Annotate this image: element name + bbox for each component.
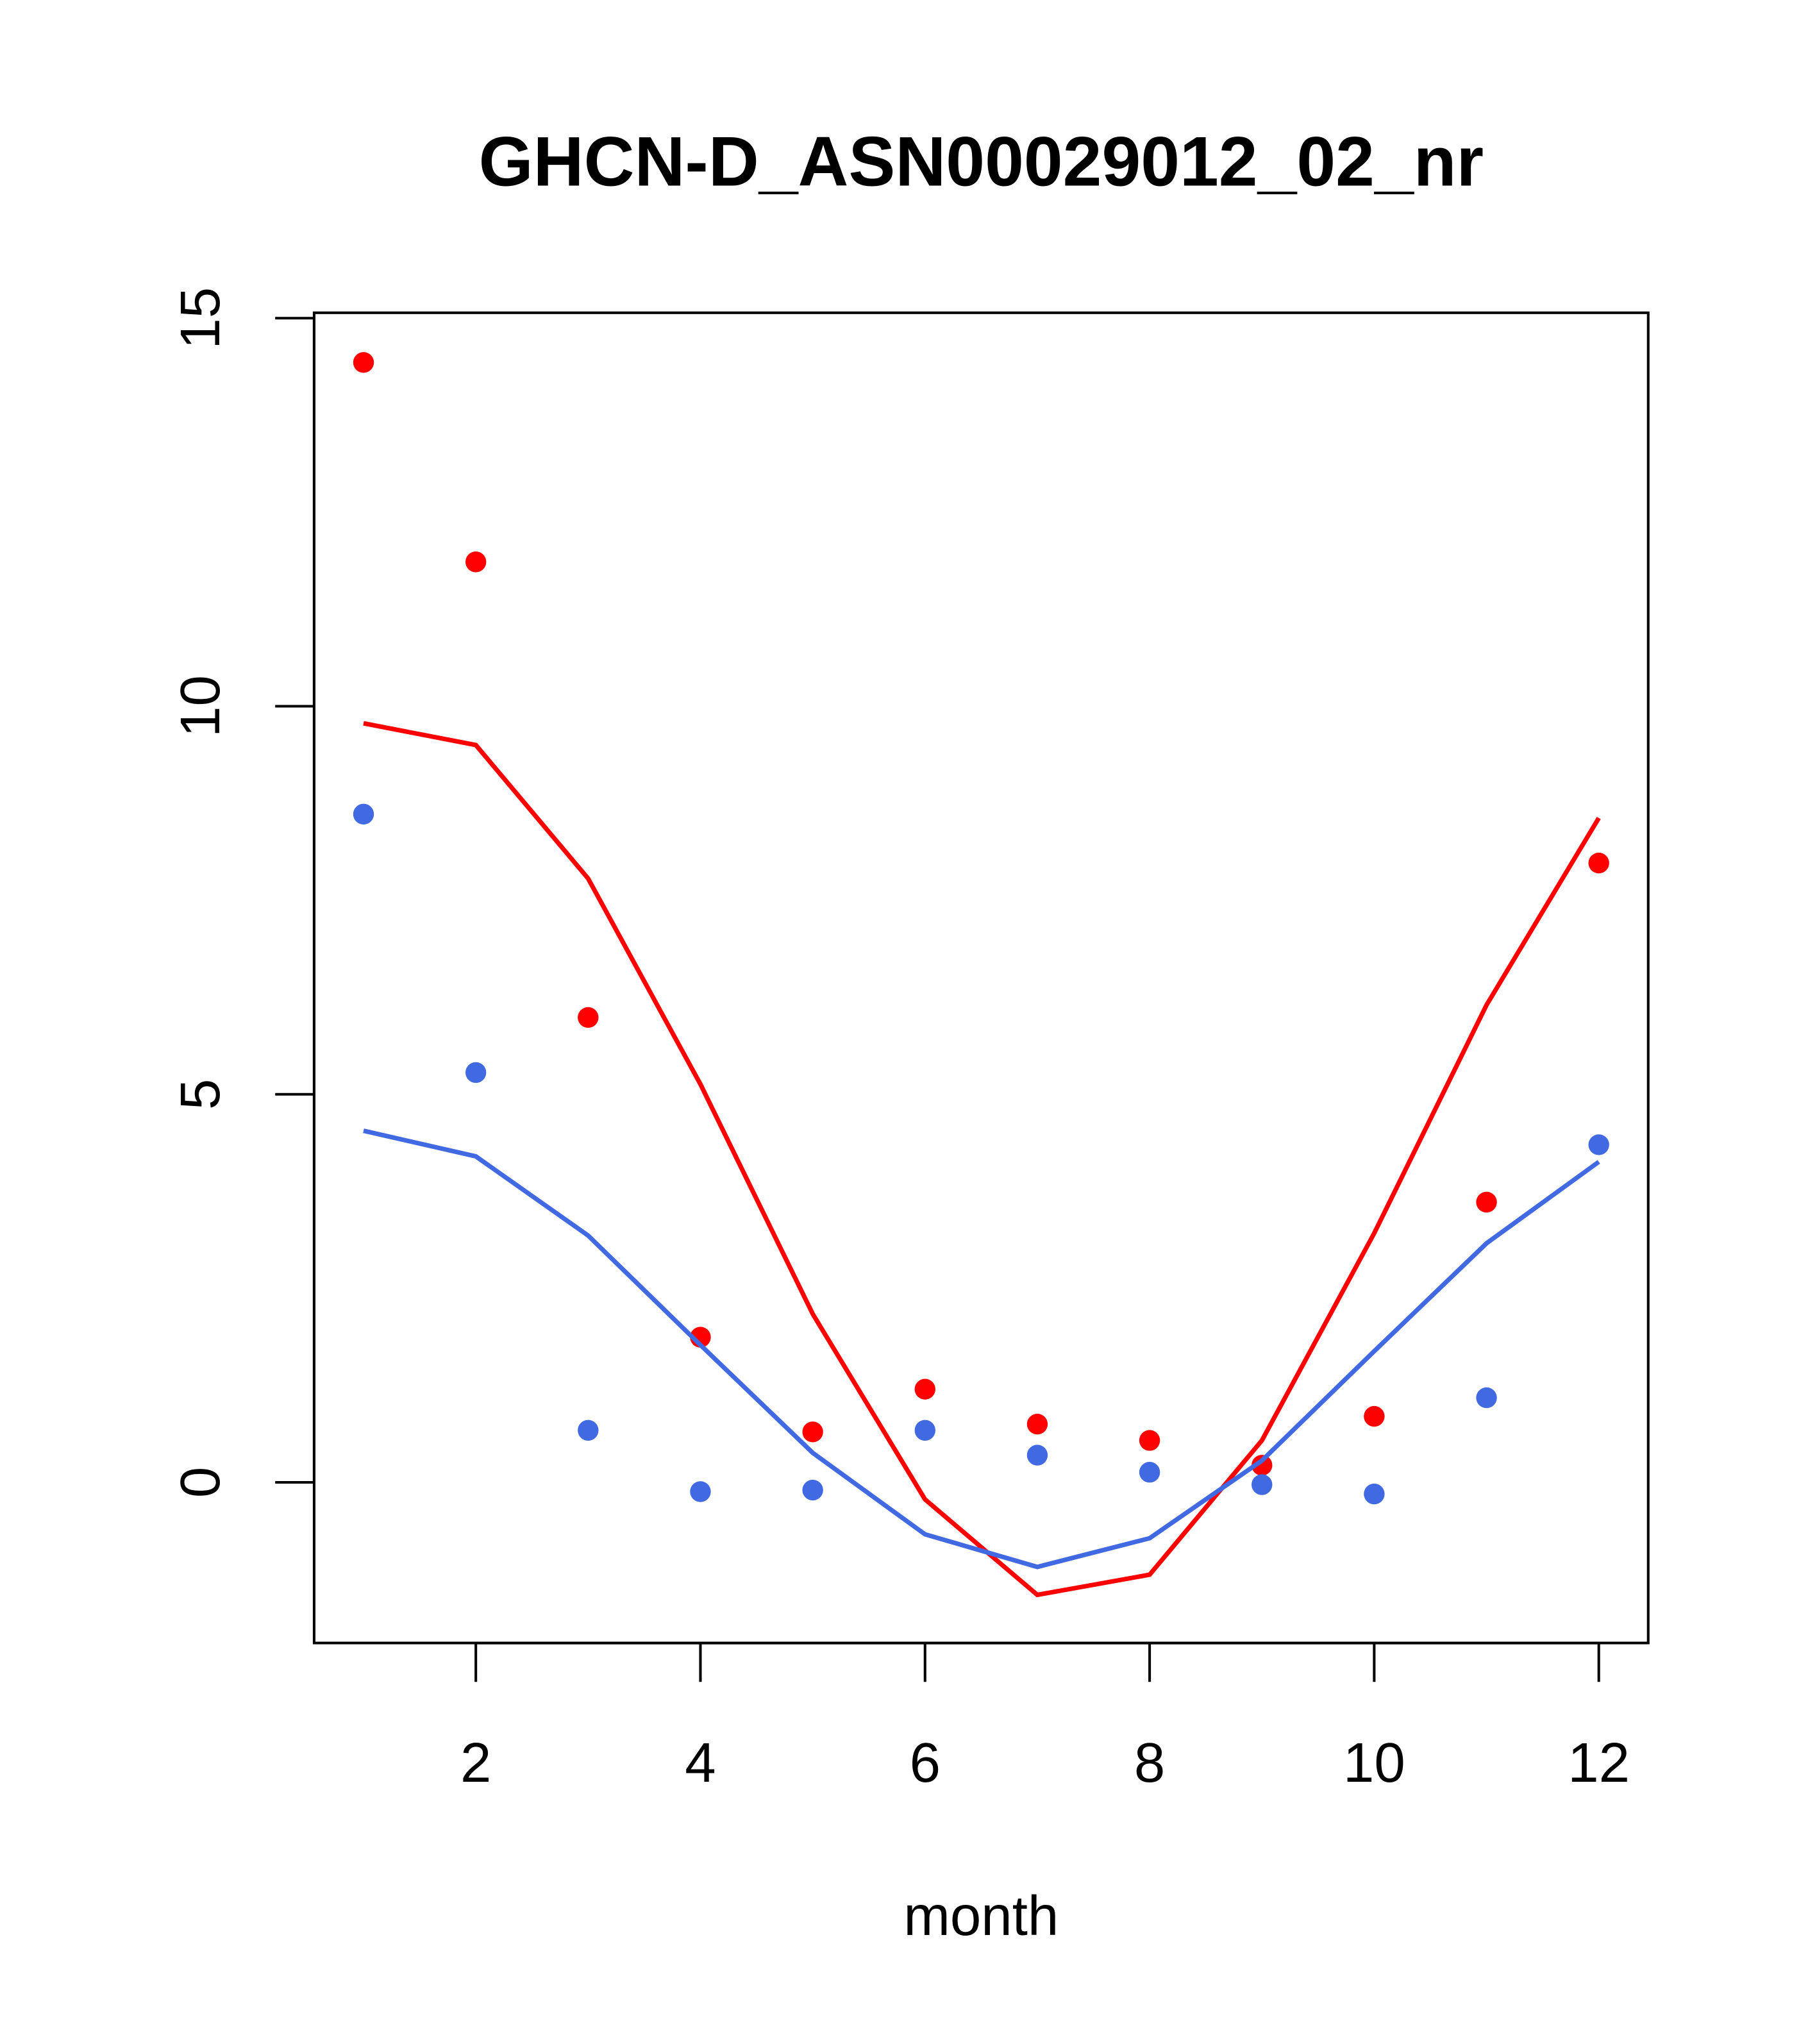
blue-points-point <box>465 1062 487 1084</box>
red-points-point <box>1588 852 1609 874</box>
red-points-point <box>353 352 374 373</box>
x-tick-label: 4 <box>685 1732 716 1794</box>
y-axis: 0 5 10 15 <box>169 287 315 1498</box>
blue-points-point <box>1364 1483 1385 1505</box>
blue-points-point <box>914 1420 935 1441</box>
x-tick-label: 8 <box>1134 1732 1165 1794</box>
blue-points-point <box>1026 1445 1048 1466</box>
blue-points-point <box>1252 1474 1273 1495</box>
red-points-point <box>914 1378 935 1400</box>
y-tick-label: 0 <box>169 1467 231 1498</box>
blue-line-series <box>363 1128 1600 1570</box>
blue-points-point <box>578 1420 599 1441</box>
blue-points-point <box>1139 1462 1160 1483</box>
plot-frame <box>312 311 1650 1645</box>
red-points-point <box>1364 1405 1385 1427</box>
blue-points-point <box>802 1479 823 1501</box>
red-points-point <box>802 1421 823 1443</box>
x-tick-label: 2 <box>460 1732 491 1794</box>
blue-points-point <box>353 803 374 825</box>
x-axis-label: month <box>903 1885 1059 1947</box>
red-points-point <box>1476 1191 1497 1213</box>
y-tick-label: 15 <box>169 287 231 349</box>
chart-title: GHCN-D_ASN00029012_02_nr <box>479 122 1484 201</box>
red-points-point <box>1026 1414 1048 1435</box>
red-points-point <box>1139 1430 1160 1451</box>
plot-marks <box>353 352 1609 1598</box>
x-axis: 2 4 6 8 10 12 <box>460 1641 1630 1794</box>
red-points-point <box>1252 1455 1273 1476</box>
blue-points-point <box>690 1481 711 1502</box>
x-tick-label: 6 <box>910 1732 941 1794</box>
x-tick-label: 12 <box>1568 1732 1630 1794</box>
y-tick-label: 5 <box>169 1079 231 1110</box>
y-tick-label: 10 <box>169 675 231 737</box>
red-points-point <box>578 1007 599 1028</box>
red-points-point <box>465 551 487 573</box>
red-line-series <box>363 721 1601 1598</box>
blue-points-point <box>1588 1134 1609 1155</box>
blue-points-point <box>1476 1387 1497 1409</box>
x-tick-label: 10 <box>1343 1732 1405 1794</box>
